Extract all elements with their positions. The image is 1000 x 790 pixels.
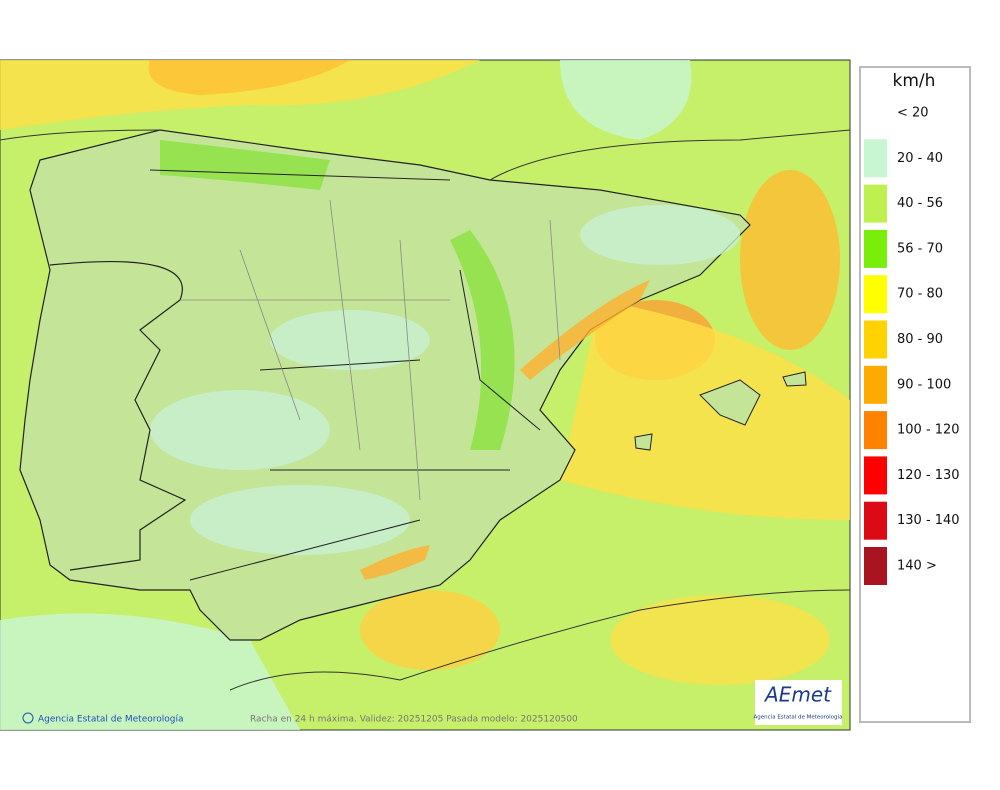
- province-border: [180, 199, 561, 501]
- legend-swatch: [864, 275, 887, 314]
- wind-band: [150, 390, 330, 470]
- legend-swatch: [864, 411, 887, 450]
- legend-swatch: [864, 547, 887, 585]
- legend-swatch: [864, 501, 887, 540]
- wind-band: [580, 205, 740, 265]
- legend-swatch: [864, 456, 887, 495]
- coast: [0, 129, 851, 181]
- island: [699, 379, 761, 426]
- legend-label: 130 - 140: [897, 513, 960, 528]
- legend: km/h < 20 20 - 40 40 - 56 56 - 70 70 - 80 80 …: [859, 66, 971, 723]
- wind-band: [740, 170, 840, 350]
- wind-band: [160, 140, 330, 190]
- legend-swatch: [864, 139, 887, 178]
- wind-band: [560, 300, 850, 520]
- wind-band: [610, 595, 830, 685]
- legend-swatch: [864, 229, 887, 268]
- border: [49, 260, 187, 571]
- wind-band: [560, 60, 692, 140]
- legend-label: 100 - 120: [897, 423, 960, 438]
- credit-icon: [22, 712, 34, 724]
- wind-band: [270, 310, 430, 370]
- legend-label: < 20: [897, 106, 929, 121]
- legend-swatch: [864, 365, 887, 404]
- wind-band: [148, 60, 350, 95]
- wind-band: [0, 60, 480, 130]
- legend-swatch: [864, 320, 887, 359]
- legend-swatch: [864, 94, 887, 132]
- legend-label: 56 - 70: [897, 241, 943, 256]
- wind-band: [190, 485, 410, 555]
- legend-label: 90 - 100: [897, 377, 951, 392]
- map: Agencia Estatal de Meteorología Racha en…: [0, 59, 851, 731]
- legend-unit: km/h: [893, 71, 936, 91]
- legend-label: 20 - 40: [897, 151, 943, 166]
- coast: [229, 589, 851, 691]
- logo-subtitle: Agencia Estatal de Meteorología: [754, 714, 843, 721]
- legend-label: 40 - 56: [897, 196, 943, 211]
- wind-band: [520, 280, 650, 380]
- wind-band: [0, 613, 300, 730]
- logo: AEmet: [763, 683, 832, 707]
- legend-swatch: [864, 184, 887, 223]
- island: [634, 433, 653, 451]
- legend-label: 80 - 90: [897, 332, 943, 347]
- border: [149, 169, 541, 581]
- legend-label: 140 >: [897, 559, 937, 574]
- island: [782, 371, 807, 387]
- logo-box: [755, 680, 842, 725]
- credit: Agencia Estatal de Meteorología: [38, 715, 184, 725]
- legend-label: 120 - 130: [897, 468, 960, 483]
- legend-label: 70 - 80: [897, 287, 943, 302]
- wind-band: [360, 590, 500, 670]
- caption: Racha en 24 h máxima. Validez: 20251205 …: [250, 715, 578, 725]
- wind-band: [360, 545, 430, 580]
